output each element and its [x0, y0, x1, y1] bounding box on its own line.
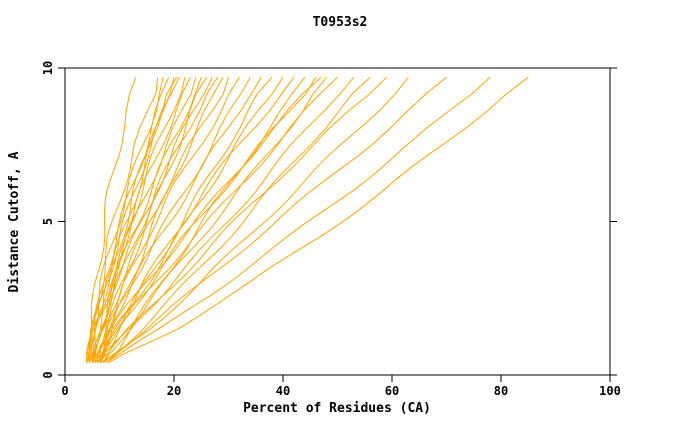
data-line	[91, 76, 284, 363]
data-line	[100, 76, 447, 364]
data-line	[94, 76, 338, 364]
data-line	[99, 76, 208, 363]
data-line	[99, 76, 295, 363]
x-tick-label: 100	[599, 384, 621, 398]
y-tick-label: 10	[41, 61, 55, 75]
data-line	[94, 76, 178, 363]
data-line	[108, 76, 529, 364]
x-tick-label: 20	[167, 384, 181, 398]
axes: 0 20 40 60 80 100 0 5 10	[41, 61, 621, 398]
chart-title: T0953s2	[313, 15, 368, 30]
data-line	[94, 76, 251, 363]
x-tick-label: 0	[61, 384, 68, 398]
data-lines	[85, 76, 529, 364]
data-line	[91, 76, 219, 363]
y-tick-label: 0	[41, 371, 55, 378]
data-line	[105, 76, 371, 364]
data-line	[102, 76, 327, 363]
data-line	[86, 76, 180, 363]
x-axis-label: Percent of Residues (CA)	[243, 401, 431, 416]
data-line	[91, 76, 322, 363]
data-line	[105, 76, 491, 364]
data-line	[96, 76, 262, 363]
y-axis-label: Distance Cutoff, A	[7, 151, 22, 292]
data-line	[102, 76, 273, 363]
data-line	[97, 76, 387, 364]
x-tick-label: 80	[494, 384, 508, 398]
x-tick-label: 60	[385, 384, 399, 398]
x-tick-label: 40	[276, 384, 290, 398]
data-line	[85, 76, 213, 363]
data-line	[91, 77, 229, 363]
data-line	[97, 76, 317, 363]
data-line	[89, 77, 197, 363]
data-line	[102, 76, 409, 364]
data-line	[89, 77, 159, 363]
y-tick-label: 5	[41, 218, 55, 225]
data-line	[99, 76, 355, 363]
